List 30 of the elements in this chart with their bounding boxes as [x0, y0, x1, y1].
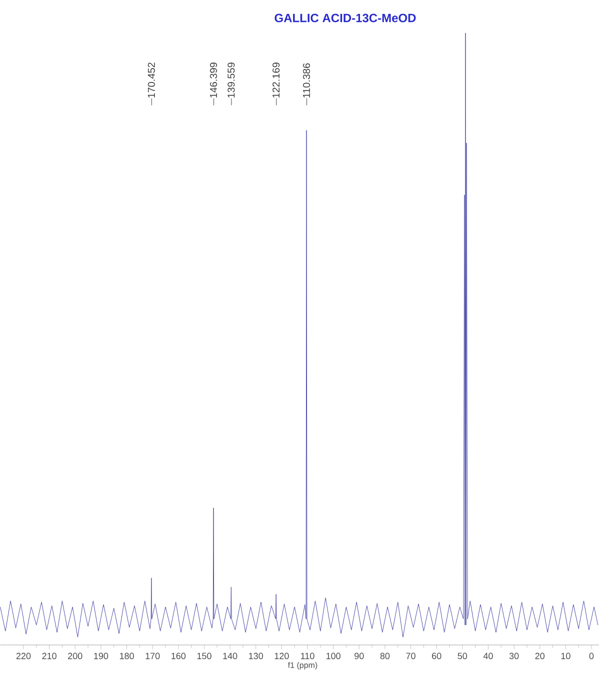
x-tick-label: 90 — [354, 652, 364, 660]
x-tick-label: 190 — [94, 652, 108, 660]
x-tick-label: 110 — [300, 652, 314, 660]
x-tick-label: 30 — [509, 652, 518, 660]
x-tick-label: 20 — [535, 652, 544, 660]
x-tick-label: 10 — [561, 652, 570, 660]
annotation: 139.559 — [227, 62, 234, 98]
x-tick-label: 210 — [42, 652, 56, 660]
x-tick-label: 170 — [146, 652, 160, 660]
x-tick-label: 70 — [406, 652, 416, 660]
x-tick-label: 200 — [68, 652, 82, 660]
x-tick-label: 80 — [380, 652, 390, 660]
x-tick-label: 220 — [16, 652, 30, 660]
x-tick-label: 0 — [589, 652, 594, 660]
annotation: 146.399 — [210, 62, 217, 98]
annotation: 170.452 — [148, 62, 155, 98]
annotation: 110.386 — [302, 63, 310, 98]
x-tick-label: 150 — [197, 652, 212, 660]
chart-title: GALLIC ACID-13C-MeOD — [274, 14, 416, 22]
x-axis-title: f1 (ppm) — [288, 662, 317, 670]
x-tick-label: 120 — [274, 652, 289, 660]
x-tick-label: 60 — [432, 652, 442, 660]
annotation: 122.169 — [272, 62, 280, 98]
x-tick-label: 40 — [483, 652, 493, 660]
x-tick-label: 130 — [248, 652, 263, 660]
x-tick-label: 100 — [326, 652, 340, 660]
x-tick-label: 160 — [171, 652, 186, 660]
x-tick-label: 140 — [222, 652, 237, 660]
x-tick-label: 50 — [458, 652, 467, 660]
x-tick-label: 180 — [120, 652, 134, 660]
